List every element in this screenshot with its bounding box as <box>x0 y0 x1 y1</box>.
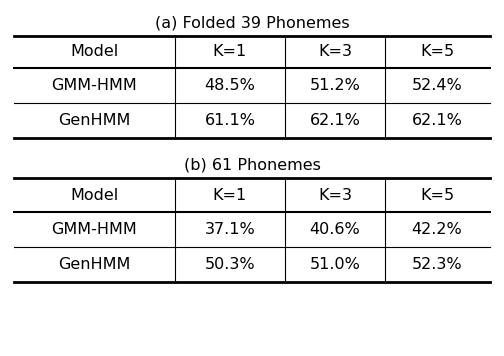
Text: 51.2%: 51.2% <box>309 78 360 93</box>
Text: K=3: K=3 <box>318 188 352 203</box>
Text: GenHMM: GenHMM <box>58 257 130 272</box>
Text: (a) Folded 39 Phonemes: (a) Folded 39 Phonemes <box>155 16 349 31</box>
Text: 42.2%: 42.2% <box>412 222 462 237</box>
Text: 61.1%: 61.1% <box>205 113 256 128</box>
Text: 62.1%: 62.1% <box>309 113 360 128</box>
Text: GMM-HMM: GMM-HMM <box>51 222 137 237</box>
Text: 62.1%: 62.1% <box>412 113 463 128</box>
Text: K=1: K=1 <box>213 44 247 59</box>
Text: GenHMM: GenHMM <box>58 113 130 128</box>
Text: K=1: K=1 <box>213 188 247 203</box>
Text: Model: Model <box>70 44 118 59</box>
Text: 51.0%: 51.0% <box>309 257 360 272</box>
Text: 40.6%: 40.6% <box>309 222 360 237</box>
Text: 52.3%: 52.3% <box>412 257 462 272</box>
Text: K=3: K=3 <box>318 44 352 59</box>
Text: 48.5%: 48.5% <box>205 78 256 93</box>
Text: K=5: K=5 <box>420 188 454 203</box>
Text: K=5: K=5 <box>420 44 454 59</box>
Text: (b) 61 Phonemes: (b) 61 Phonemes <box>183 158 321 173</box>
Text: 50.3%: 50.3% <box>205 257 256 272</box>
Text: 52.4%: 52.4% <box>412 78 462 93</box>
Text: Model: Model <box>70 188 118 203</box>
Text: 37.1%: 37.1% <box>205 222 256 237</box>
Text: GMM-HMM: GMM-HMM <box>51 78 137 93</box>
